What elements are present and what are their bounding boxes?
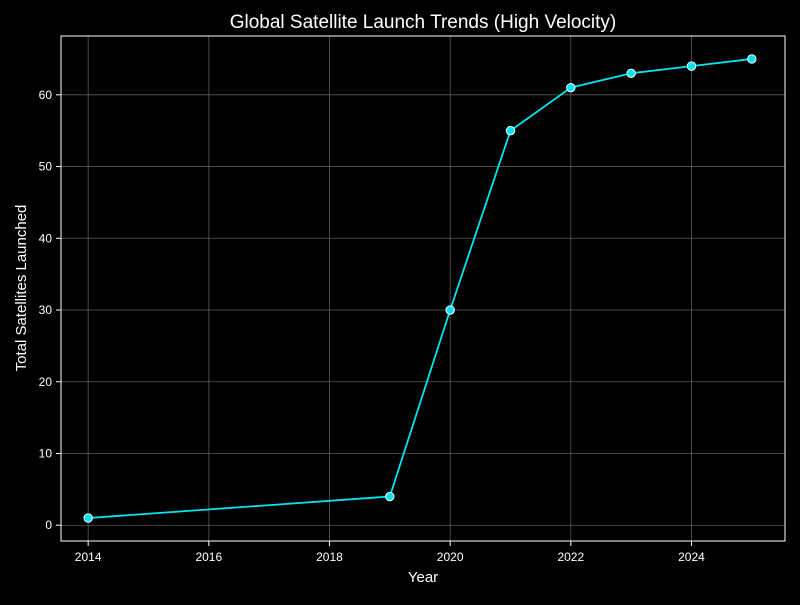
- x-tick-label: 2014: [75, 550, 102, 564]
- series-layer: [83, 54, 757, 523]
- data-point: [505, 125, 516, 136]
- grid-lines: [61, 36, 785, 541]
- x-axis-ticks: 2014 2016 2018 2020 2022 2024: [75, 541, 705, 564]
- y-axis-label: Total Satellites Launched: [13, 205, 30, 372]
- series-line: [88, 58, 752, 519]
- y-tick-label: 40: [39, 231, 53, 245]
- data-point: [445, 305, 455, 315]
- y-tick-label: 10: [39, 446, 53, 460]
- x-axis-label: Year: [408, 569, 438, 586]
- y-axis-ticks: 0 10 20 30 40 50 60: [39, 88, 61, 532]
- y-tick-label: 0: [45, 518, 52, 532]
- x-tick-label: 2022: [557, 550, 584, 564]
- x-tick-label: 2024: [678, 550, 705, 564]
- y-tick-label: 50: [39, 160, 53, 174]
- data-point: [385, 491, 395, 502]
- x-tick-label: 2020: [437, 550, 464, 564]
- data-point: [566, 82, 576, 93]
- x-tick-label: 2018: [316, 550, 343, 564]
- y-tick-label: 60: [39, 88, 53, 102]
- x-tick-label: 2016: [195, 550, 222, 564]
- y-tick-label: 20: [39, 375, 53, 389]
- data-point: [686, 61, 697, 71]
- plot-area-frame: [60, 35, 786, 542]
- y-tick-label: 30: [39, 303, 53, 317]
- data-point: [626, 68, 636, 79]
- data-point: [83, 513, 93, 523]
- data-point: [747, 54, 757, 64]
- chart-title: Global Satellite Launch Trends (High Vel…: [230, 12, 617, 33]
